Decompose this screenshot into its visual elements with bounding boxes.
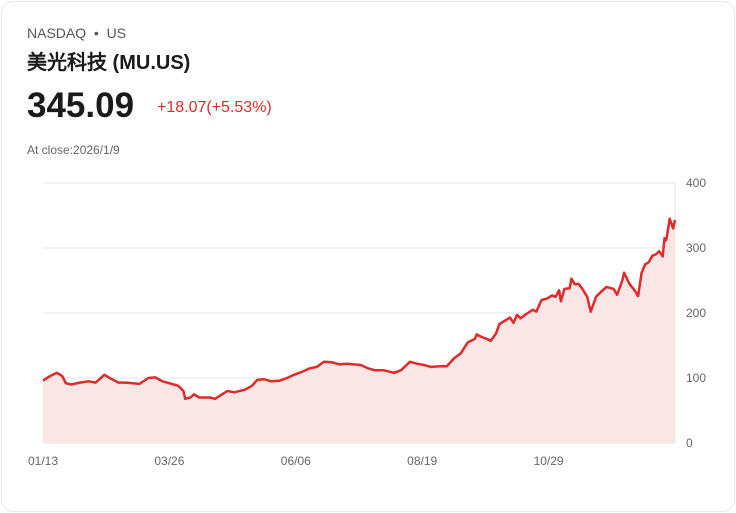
x-tick-label: 06/06 (281, 454, 311, 468)
close-date: At close:2026/1/9 (27, 143, 120, 157)
y-tick-label: 300 (686, 241, 706, 255)
x-tick-label: 01/13 (28, 454, 58, 468)
y-tick-label: 200 (686, 306, 706, 320)
market: US (106, 25, 127, 41)
area-fill (43, 218, 675, 443)
price-change: +18.07(+5.53%) (157, 99, 272, 116)
x-tick-label: 08/19 (407, 454, 437, 468)
price: 345.09 (27, 86, 135, 125)
price-line (42, 217, 677, 401)
exchange-line: NASDAQ • US (27, 25, 126, 41)
x-tick-label: 03/26 (154, 454, 184, 468)
separator: • (93, 25, 99, 41)
stock-name: 美光科技 (MU.US) (27, 52, 191, 74)
y-tick-label: 0 (686, 436, 693, 450)
y-tick-label: 400 (686, 176, 706, 190)
exchange: NASDAQ (27, 25, 87, 41)
y-tick-label: 100 (686, 371, 706, 385)
x-tick-label: 10/29 (534, 454, 564, 468)
